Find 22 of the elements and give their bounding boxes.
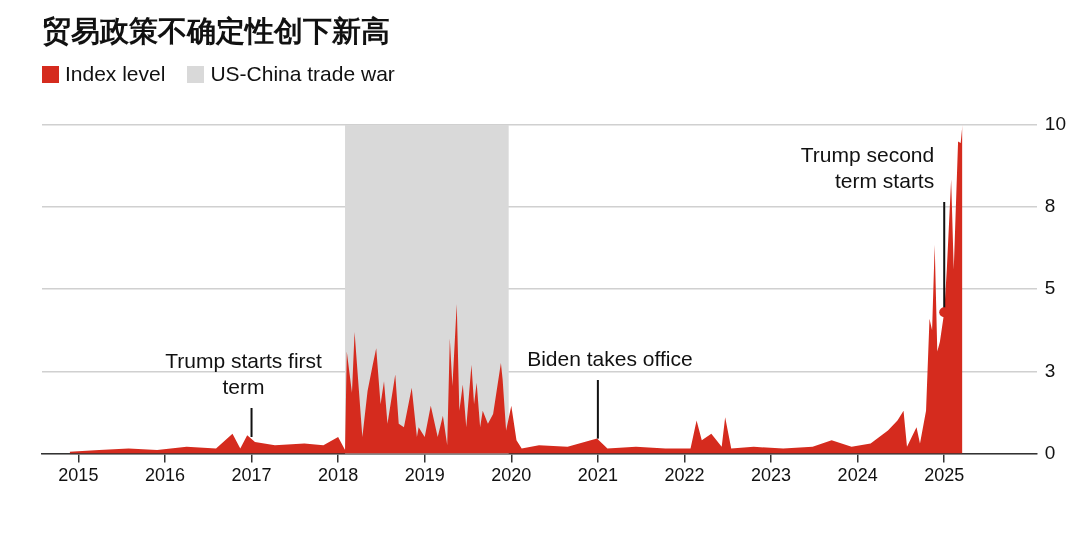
y-tick-label: 3 xyxy=(1044,359,1056,381)
legend-label: US-China trade war xyxy=(210,62,395,85)
x-tick-label: 2023 xyxy=(751,465,792,486)
x-tick-label: 2016 xyxy=(144,465,185,486)
legend-label: Index level xyxy=(65,62,166,85)
annotation: Biden takes office xyxy=(527,347,693,371)
x-tick-label: 2022 xyxy=(664,465,705,486)
y-tick-label: 5 xyxy=(1044,277,1056,299)
x-tick-label: 2017 xyxy=(231,465,272,486)
x-tick-label: 2019 xyxy=(404,465,445,486)
y-tick-label: 10 xyxy=(1044,113,1067,135)
y-tick-label: 0 xyxy=(1044,441,1056,463)
x-tick-label: 2025 xyxy=(924,465,965,486)
chart-title: 贸易政策不确定性创下新高 xyxy=(42,13,390,50)
annotation: Trump starts first term xyxy=(165,349,323,399)
x-tick-label: 2018 xyxy=(318,465,359,486)
x-tick-label: 2024 xyxy=(837,465,878,486)
y-tick-label: 8 xyxy=(1044,195,1056,217)
x-tick-label: 2020 xyxy=(491,465,532,486)
annotation: Trump second term starts xyxy=(800,143,935,193)
x-tick-label: 2021 xyxy=(577,465,618,486)
x-tick-label: 2015 xyxy=(58,465,99,486)
